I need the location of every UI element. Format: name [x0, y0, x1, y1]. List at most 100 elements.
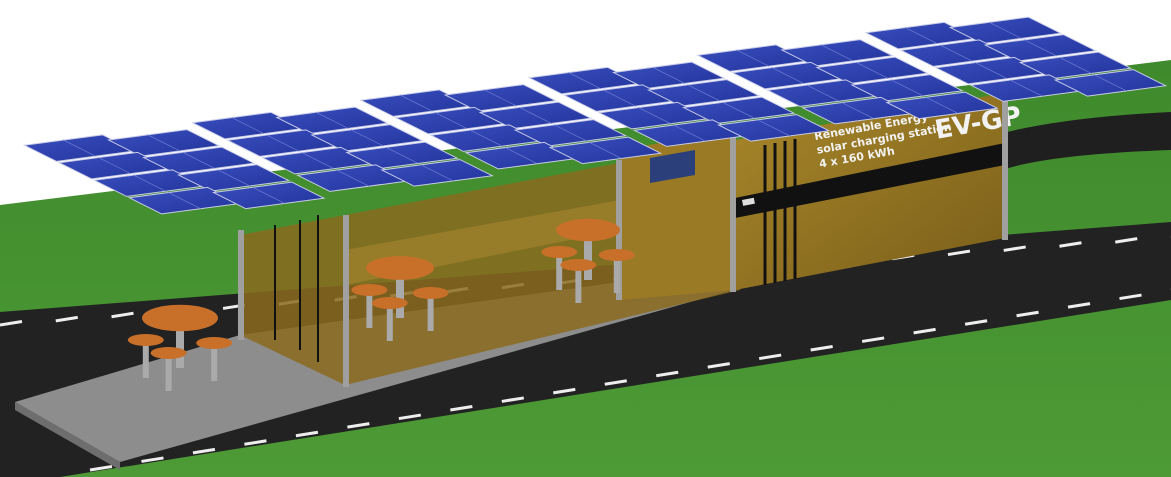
dash: [964, 319, 988, 326]
panel-line: [505, 147, 538, 164]
stool: [150, 347, 187, 359]
dash: [1119, 293, 1142, 301]
stool: [541, 246, 578, 258]
stem: [366, 290, 373, 328]
panel-line: [98, 157, 131, 174]
dash: [913, 327, 936, 335]
stem: [556, 252, 563, 290]
panel-line: [470, 129, 503, 147]
stem: [165, 353, 172, 391]
panel-line: [301, 152, 335, 169]
stem: [142, 340, 149, 378]
panel-line: [925, 97, 959, 114]
stem: [584, 230, 592, 280]
panel-line: [435, 112, 468, 129]
stool: [371, 297, 408, 309]
panel-line: [168, 192, 201, 209]
panel-line: [519, 107, 552, 124]
table-top: [556, 218, 620, 242]
dash: [707, 362, 730, 369]
dash: [295, 430, 319, 438]
panel-line: [603, 89, 636, 107]
panel-line: [420, 164, 454, 182]
panel-line: [905, 27, 938, 44]
panel-line: [806, 84, 840, 102]
dash: [758, 353, 782, 361]
furniture: [127, 218, 635, 391]
panel-line: [687, 84, 720, 102]
dash: [1059, 241, 1082, 248]
stem: [211, 343, 218, 381]
dash: [1067, 302, 1091, 309]
stem: [575, 265, 582, 303]
panel-line: [336, 169, 370, 187]
dash: [244, 439, 267, 446]
stem: [176, 318, 184, 368]
stem: [386, 303, 393, 341]
panel-line: [975, 62, 1008, 79]
panel-line: [736, 49, 770, 67]
screen: [650, 150, 695, 183]
dash: [947, 249, 971, 257]
black-band: [735, 143, 1005, 218]
panel-line: [1024, 39, 1057, 57]
panel-line: [252, 187, 285, 204]
dash: [141, 456, 164, 463]
stool: [560, 259, 597, 271]
panel-line: [820, 44, 854, 62]
panel-line: [568, 72, 601, 89]
panel-line: [841, 102, 875, 119]
dash: [1115, 237, 1138, 244]
socket: [741, 197, 755, 206]
panel-line: [315, 112, 349, 129]
stool: [351, 284, 388, 296]
dash: [111, 311, 134, 319]
panel-line: [940, 44, 973, 62]
dash: [450, 405, 473, 412]
dash: [89, 465, 113, 472]
panel-line: [722, 102, 755, 119]
dash: [1016, 310, 1039, 318]
stem: [613, 255, 620, 293]
panel-line: [182, 152, 215, 169]
dash: [861, 336, 885, 343]
dash: [398, 413, 422, 421]
panel-line: [673, 124, 706, 142]
stool: [412, 287, 449, 299]
dash: [604, 379, 627, 386]
stool: [196, 337, 233, 349]
side-wall: [620, 130, 735, 300]
dash: [55, 315, 78, 323]
dash: [501, 396, 525, 403]
glass-frames: [274, 215, 319, 362]
stool: [127, 334, 164, 346]
panel-line: [554, 124, 587, 142]
panel-line: [133, 174, 166, 192]
solar-roof: [22, 16, 1168, 215]
dash: [1003, 245, 1026, 252]
panel-line: [1059, 57, 1092, 74]
panel-line: [350, 129, 384, 147]
cables: [763, 139, 797, 285]
panel-line: [484, 89, 517, 107]
panel-line: [1010, 79, 1043, 97]
stool: [598, 249, 635, 261]
panel-line: [63, 139, 96, 157]
panel-line: [266, 134, 300, 152]
panel-line: [890, 79, 924, 97]
dash: [553, 387, 576, 395]
table-top: [142, 304, 218, 332]
panel-line: [589, 142, 622, 159]
panel-line: [652, 67, 685, 84]
table-top: [366, 256, 434, 280]
panel-line: [400, 94, 433, 112]
dash: [347, 422, 370, 429]
panel-line: [231, 117, 265, 134]
dash: [810, 345, 833, 352]
platform-edge: [15, 402, 120, 470]
panel-line: [855, 62, 889, 79]
dash: [656, 370, 679, 378]
dash: [192, 447, 216, 455]
panel-line: [217, 169, 250, 187]
